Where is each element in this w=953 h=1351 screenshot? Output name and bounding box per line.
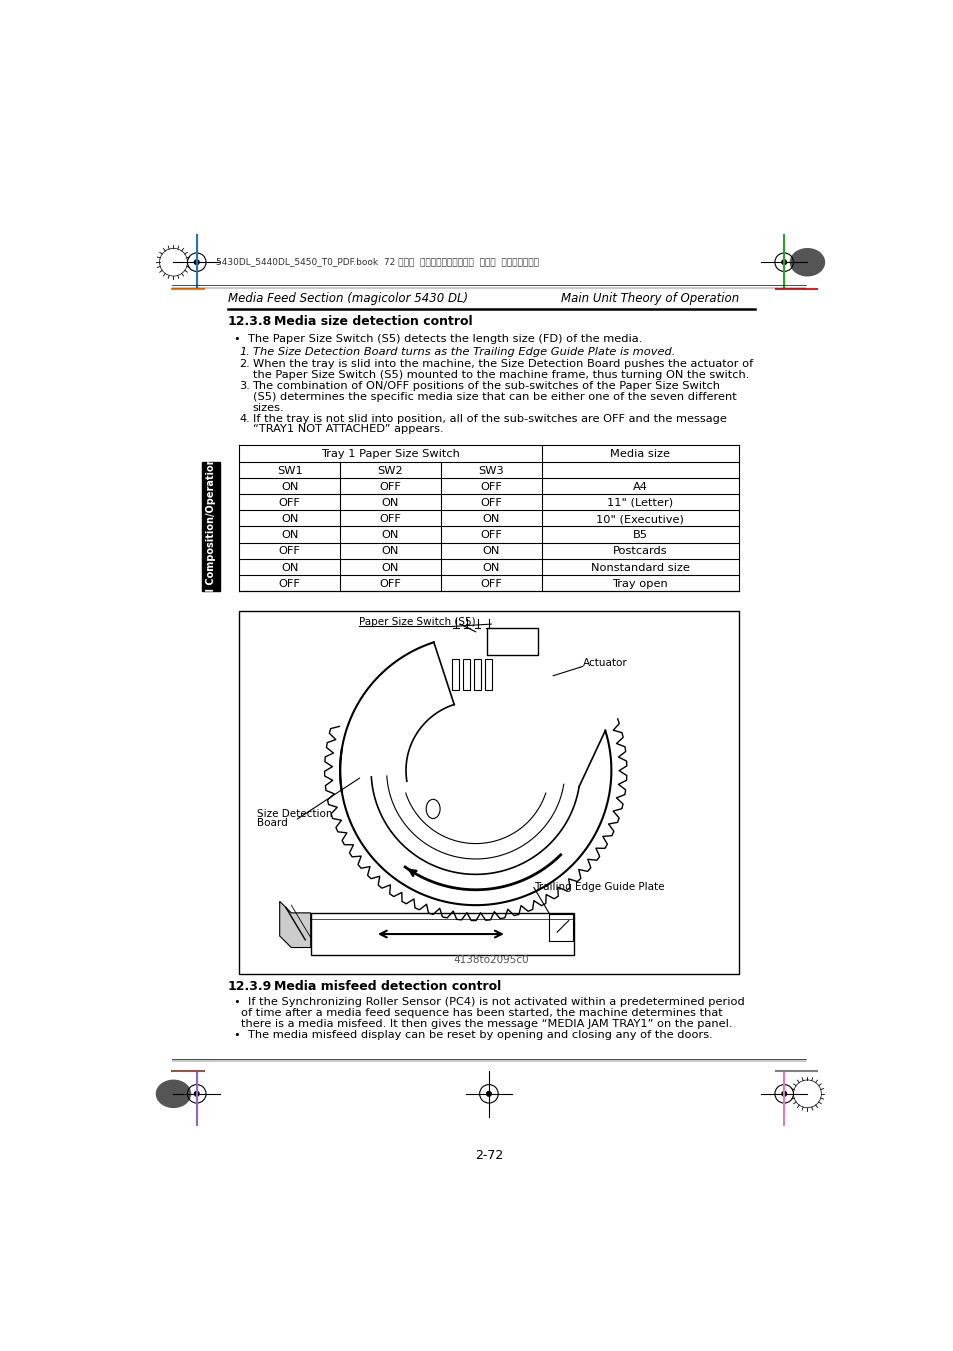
Text: A4: A4 bbox=[633, 482, 647, 492]
Text: Media Feed Section (magicolor 5430 DL): Media Feed Section (magicolor 5430 DL) bbox=[228, 292, 467, 305]
Text: If the tray is not slid into position, all of the sub-switches are OFF and the m: If the tray is not slid into position, a… bbox=[253, 413, 725, 424]
Text: ON: ON bbox=[381, 546, 398, 557]
Ellipse shape bbox=[790, 249, 823, 276]
Text: there is a media misfeed. It then gives the message “MEDIA JAM TRAY1” on the pan: there is a media misfeed. It then gives … bbox=[241, 1019, 732, 1029]
Text: Media size detection control: Media size detection control bbox=[274, 315, 473, 328]
Text: Trailing Edge Guide Plate: Trailing Edge Guide Plate bbox=[534, 882, 663, 892]
Text: Media size: Media size bbox=[610, 450, 670, 459]
Text: When the tray is slid into the machine, the Size Detection Board pushes the actu: When the tray is slid into the machine, … bbox=[253, 359, 752, 369]
Text: Postcards: Postcards bbox=[613, 546, 667, 557]
Text: 2-72: 2-72 bbox=[475, 1150, 502, 1162]
Circle shape bbox=[194, 1092, 199, 1096]
Text: OFF: OFF bbox=[479, 578, 501, 589]
Text: OFF: OFF bbox=[479, 530, 501, 540]
Text: ON: ON bbox=[381, 530, 398, 540]
Text: The combination of ON/OFF positions of the sub-switches of the Paper Size Switch: The combination of ON/OFF positions of t… bbox=[253, 381, 720, 392]
Text: 10" (Executive): 10" (Executive) bbox=[596, 515, 683, 524]
Text: sizes.: sizes. bbox=[253, 403, 284, 413]
Text: ON: ON bbox=[482, 546, 499, 557]
Text: OFF: OFF bbox=[278, 578, 300, 589]
Text: Main Unit Theory of Operation: Main Unit Theory of Operation bbox=[560, 292, 739, 305]
Text: SW1: SW1 bbox=[276, 466, 302, 476]
Bar bbox=[311, 913, 574, 955]
Text: Tray open: Tray open bbox=[612, 578, 668, 589]
Circle shape bbox=[781, 259, 785, 265]
Text: OFF: OFF bbox=[379, 515, 401, 524]
Text: Actuator: Actuator bbox=[582, 658, 627, 669]
Text: ON: ON bbox=[381, 499, 398, 508]
Text: 12.3.9: 12.3.9 bbox=[228, 979, 272, 993]
Text: Media misfeed detection control: Media misfeed detection control bbox=[274, 979, 501, 993]
Text: Nonstandard size: Nonstandard size bbox=[590, 562, 689, 573]
Text: OFF: OFF bbox=[479, 482, 501, 492]
Text: 11" (Letter): 11" (Letter) bbox=[607, 499, 673, 508]
Text: SW3: SW3 bbox=[477, 466, 503, 476]
Text: Size Detection: Size Detection bbox=[257, 809, 333, 819]
Text: ON: ON bbox=[281, 530, 298, 540]
Bar bbox=[452, 659, 459, 689]
Bar bbox=[474, 659, 480, 689]
Bar bbox=[239, 611, 739, 974]
Text: OFF: OFF bbox=[479, 499, 501, 508]
Text: 1.: 1. bbox=[239, 347, 250, 357]
Text: 5430DL_5440DL_5450_T0_PDF.book  72 ページ  ２００５年４月１２日  火曜日  午後４時４９分: 5430DL_5440DL_5450_T0_PDF.book 72 ページ ２０… bbox=[216, 258, 538, 266]
Text: 3.: 3. bbox=[239, 381, 250, 392]
Polygon shape bbox=[279, 901, 311, 947]
Text: SW2: SW2 bbox=[377, 466, 403, 476]
Text: OFF: OFF bbox=[278, 546, 300, 557]
Text: 2.: 2. bbox=[239, 359, 250, 369]
Text: Paper Size Switch (S5): Paper Size Switch (S5) bbox=[359, 617, 476, 627]
Text: 4.: 4. bbox=[239, 413, 250, 424]
Circle shape bbox=[781, 1092, 785, 1096]
Text: OFF: OFF bbox=[379, 578, 401, 589]
Bar bbox=[463, 659, 470, 689]
Text: •  The media misfeed display can be reset by opening and closing any of the door: • The media misfeed display can be reset… bbox=[233, 1031, 712, 1040]
Text: •  If the Synchronizing Roller Sensor (PC4) is not activated within a predetermi: • If the Synchronizing Roller Sensor (PC… bbox=[233, 997, 744, 1008]
Text: ON: ON bbox=[281, 482, 298, 492]
Text: Tray 1 Paper Size Switch: Tray 1 Paper Size Switch bbox=[321, 450, 459, 459]
Text: ON: ON bbox=[281, 562, 298, 573]
Text: II Composition/Operation: II Composition/Operation bbox=[206, 458, 215, 596]
Circle shape bbox=[486, 1092, 491, 1096]
Text: the Paper Size Switch (S5) mounted to the machine frame, thus turning ON the swi: the Paper Size Switch (S5) mounted to th… bbox=[253, 370, 748, 380]
Bar bbox=[484, 659, 492, 689]
Text: Board: Board bbox=[257, 817, 288, 828]
Text: 12.3.8: 12.3.8 bbox=[228, 315, 272, 328]
Text: The Size Detection Board turns as the Trailing Edge Guide Plate is moved.: The Size Detection Board turns as the Tr… bbox=[253, 347, 674, 357]
Text: 4138to2095c0: 4138to2095c0 bbox=[453, 955, 529, 965]
Circle shape bbox=[194, 259, 199, 265]
Text: OFF: OFF bbox=[278, 499, 300, 508]
Ellipse shape bbox=[156, 1081, 191, 1108]
Text: of time after a media feed sequence has been started, the machine determines tha: of time after a media feed sequence has … bbox=[241, 1008, 722, 1019]
Text: ON: ON bbox=[281, 515, 298, 524]
Text: •  The Paper Size Switch (S5) detects the length size (FD) of the media.: • The Paper Size Switch (S5) detects the… bbox=[233, 334, 641, 343]
Bar bbox=[549, 913, 572, 940]
Bar bbox=[202, 462, 220, 590]
Text: ON: ON bbox=[482, 515, 499, 524]
Bar bbox=[487, 628, 537, 655]
Text: B5: B5 bbox=[632, 530, 647, 540]
Text: “TRAY1 NOT ATTACHED” appears.: “TRAY1 NOT ATTACHED” appears. bbox=[253, 424, 443, 435]
Text: OFF: OFF bbox=[379, 482, 401, 492]
Text: ON: ON bbox=[482, 562, 499, 573]
Text: ON: ON bbox=[381, 562, 398, 573]
Text: (S5) determines the specific media size that can be either one of the seven diff: (S5) determines the specific media size … bbox=[253, 392, 736, 403]
